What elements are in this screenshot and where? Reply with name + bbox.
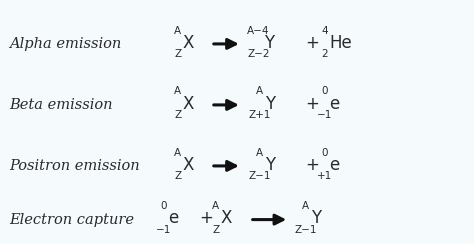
- Text: Alpha emission: Alpha emission: [9, 37, 122, 51]
- Text: e: e: [329, 156, 340, 174]
- Text: +: +: [305, 34, 319, 52]
- Text: +: +: [305, 156, 319, 174]
- Text: X: X: [220, 209, 232, 227]
- Text: e: e: [329, 95, 340, 113]
- Text: Y: Y: [265, 156, 275, 174]
- Text: Y: Y: [264, 34, 274, 52]
- Text: X: X: [182, 34, 194, 52]
- Text: +: +: [305, 95, 319, 113]
- Text: +1: +1: [317, 171, 332, 181]
- Text: 2: 2: [321, 49, 328, 59]
- Text: Positron emission: Positron emission: [9, 159, 140, 173]
- Text: Z−1: Z−1: [248, 171, 271, 181]
- Text: A: A: [174, 87, 182, 96]
- Text: −1: −1: [317, 110, 332, 120]
- Text: A: A: [302, 201, 310, 211]
- Text: Z−2: Z−2: [247, 49, 270, 59]
- Text: −1: −1: [156, 225, 171, 235]
- Text: Y: Y: [311, 209, 321, 227]
- Text: 0: 0: [321, 87, 328, 96]
- Text: 4: 4: [321, 26, 328, 35]
- Text: Y: Y: [265, 95, 275, 113]
- Text: A−4: A−4: [247, 26, 270, 35]
- Text: Z: Z: [174, 110, 182, 120]
- Text: 0: 0: [160, 201, 167, 211]
- Text: He: He: [329, 34, 352, 52]
- Text: Z−1: Z−1: [294, 225, 317, 235]
- Text: Beta emission: Beta emission: [9, 98, 113, 112]
- Text: Z: Z: [174, 49, 182, 59]
- Text: Electron capture: Electron capture: [9, 213, 135, 227]
- Text: +: +: [199, 209, 213, 227]
- Text: Z: Z: [174, 171, 182, 181]
- Text: A: A: [174, 148, 182, 157]
- Text: Z+1: Z+1: [248, 110, 271, 120]
- Text: X: X: [182, 95, 194, 113]
- Text: A: A: [174, 26, 182, 35]
- Text: A: A: [256, 87, 264, 96]
- Text: 0: 0: [321, 148, 328, 157]
- Text: A: A: [256, 148, 264, 157]
- Text: Z: Z: [212, 225, 219, 235]
- Text: X: X: [182, 156, 194, 174]
- Text: e: e: [168, 209, 179, 227]
- Text: A: A: [212, 201, 219, 211]
